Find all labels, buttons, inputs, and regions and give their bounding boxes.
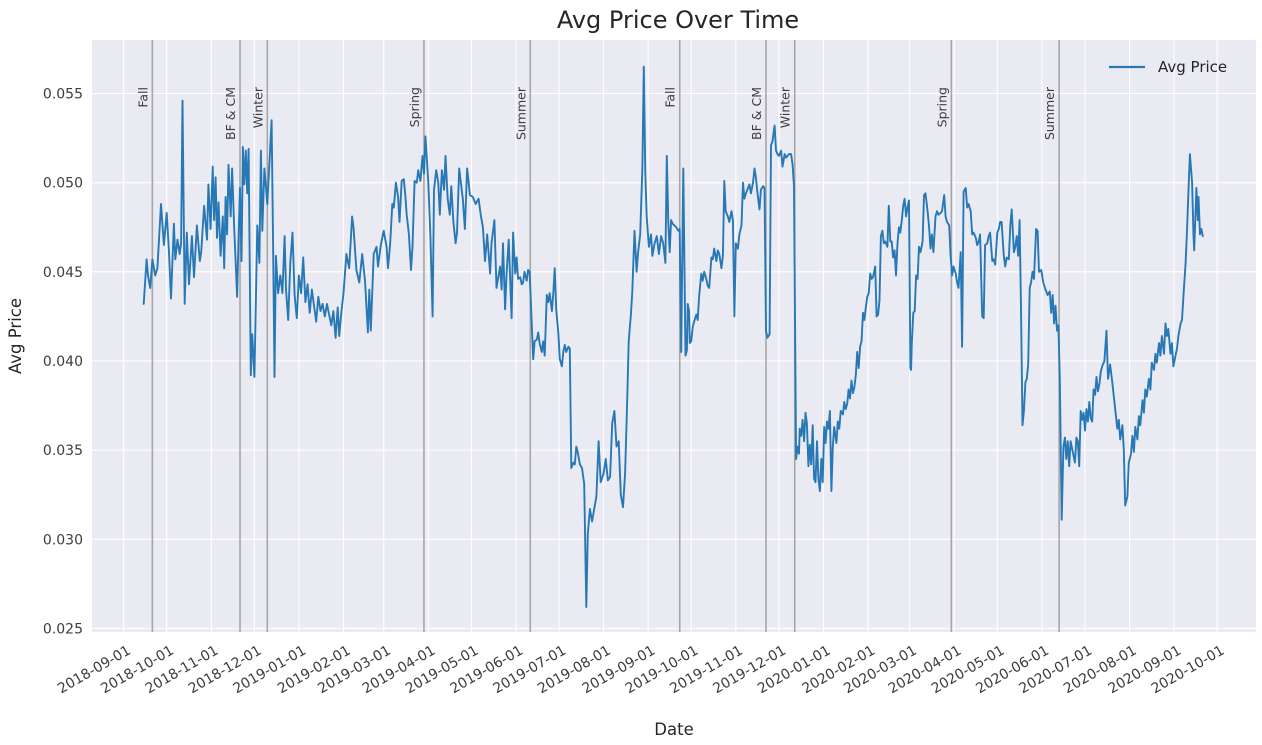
season-label: Summer (1042, 86, 1057, 140)
y-tick-label: 0.040 (43, 354, 83, 370)
season-label: BF & CM (223, 87, 238, 140)
season-label: Fall (135, 87, 150, 108)
y-tick-label: 0.045 (43, 265, 83, 281)
y-axis-label: Avg Price (6, 298, 25, 374)
y-tick-label: 0.050 (43, 176, 83, 192)
season-label: Spring (407, 87, 422, 127)
season-label: Spring (934, 87, 949, 127)
y-tick-label: 0.055 (43, 86, 83, 102)
plot-area (92, 40, 1256, 632)
season-label: BF & CM (749, 87, 764, 140)
season-label: Fall (663, 87, 678, 108)
x-axis-label: Date (654, 720, 693, 739)
avg-price-line (142, 65, 1204, 608)
y-tick-label: 0.035 (43, 443, 83, 459)
season-label: Winter (250, 86, 265, 128)
legend: Avg Price (1109, 58, 1227, 76)
season-label: Winter (778, 86, 793, 128)
y-tick-label: 0.030 (43, 532, 83, 548)
chart-title: Avg Price Over Time (557, 6, 799, 34)
season-label: Summer (513, 86, 528, 140)
legend-label: Avg Price (1158, 58, 1227, 76)
y-tick-label: 0.025 (43, 621, 83, 637)
